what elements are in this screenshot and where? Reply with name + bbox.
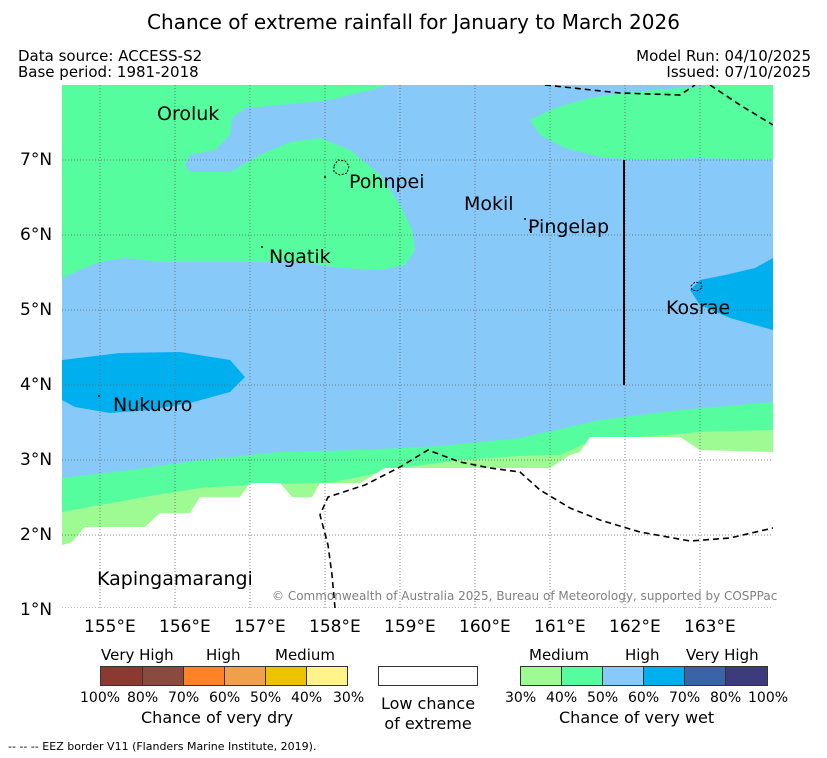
lon-tick-160e: 160°E xyxy=(459,617,511,637)
place-label-pohnpei: Pohnpei xyxy=(349,171,425,193)
copyright-notice: © Commonwealth of Australia 2025, Bureau… xyxy=(272,589,778,603)
lon-tick-157e: 157°E xyxy=(234,617,286,637)
place-label-kosrae: Kosrae xyxy=(666,297,731,319)
region-medium-wet-north xyxy=(62,85,415,278)
place-label-mokil: Mokil xyxy=(464,193,514,215)
dry-tick-60: 60% xyxy=(209,690,241,706)
wet-swatch-medium-1 xyxy=(520,666,562,686)
lat-tick-5n: 5°N xyxy=(20,300,53,320)
eez-footnote: -- -- -- EEZ border V11 (Flanders Marine… xyxy=(8,740,317,753)
map-title: Chance of extreme rainfall for January t… xyxy=(147,10,680,34)
lon-tick-163e: 163°E xyxy=(684,617,736,637)
model-run: Model Run: 04/10/2025 xyxy=(636,47,811,65)
lon-tick-162e: 162°E xyxy=(609,617,661,637)
place-label-pingelap: Pingelap xyxy=(528,216,610,238)
dry-swatch-medium-2 xyxy=(306,666,348,686)
region-medium-wet-northeast xyxy=(530,85,773,160)
dry-tick-100: 100% xyxy=(80,690,121,706)
issued-date: Issued: 07/10/2025 xyxy=(666,63,811,81)
lat-tick-6n: 6°N xyxy=(20,225,53,245)
pingelap-island xyxy=(529,229,531,231)
dry-legend-caption: Chance of very dry xyxy=(141,708,294,727)
wet-tick-40: 40% xyxy=(546,690,578,706)
region-low-chance xyxy=(62,437,773,608)
lat-tick-2n: 2°N xyxy=(20,525,53,545)
lat-tick-7n: 7°N xyxy=(20,150,53,170)
lon-tick-155e: 155°E xyxy=(84,617,136,637)
dry-tick-70: 70% xyxy=(168,690,200,706)
dry-tick-80: 80% xyxy=(127,690,159,706)
wet-tick-60: 60% xyxy=(628,690,660,706)
wet-group-very-high: Very High xyxy=(686,646,759,664)
dry-swatch-very-high-1 xyxy=(100,666,143,686)
eez-border xyxy=(319,85,773,608)
dry-group-high: High xyxy=(206,646,241,664)
wet-group-medium: Medium xyxy=(529,646,589,664)
dry-tick-50: 50% xyxy=(250,690,282,706)
lon-tick-159e: 159°E xyxy=(384,617,436,637)
ngatik-island xyxy=(261,246,263,248)
region-high-wet-kosrae xyxy=(690,258,773,330)
dry-swatch-high-2 xyxy=(224,666,266,686)
low-chance-line2: of extreme xyxy=(384,714,472,733)
lat-tick-4n: 4°N xyxy=(20,375,53,395)
place-label-kapingamarangi: Kapingamarangi xyxy=(97,568,253,590)
dry-swatch-high-1 xyxy=(183,666,225,686)
dry-swatch-very-high-2 xyxy=(142,666,184,686)
wet-swatch-very-high-2 xyxy=(725,666,768,686)
pohnpei-islet xyxy=(324,176,326,178)
lon-tick-156e: 156°E xyxy=(159,617,211,637)
wet-swatch-high-2 xyxy=(643,666,685,686)
wet-group-high: High xyxy=(625,646,660,664)
wet-tick-50: 50% xyxy=(587,690,619,706)
dry-tick-40: 40% xyxy=(291,690,323,706)
nukuoro-island xyxy=(98,395,100,397)
dry-swatch-medium-1 xyxy=(265,666,307,686)
low-chance-swatch xyxy=(378,666,478,686)
place-label-oroluk: Oroluk xyxy=(157,103,220,125)
pohnpei-island-outline xyxy=(333,159,350,176)
low-chance-line1: Low chance xyxy=(380,694,476,713)
dry-tick-30: 30% xyxy=(333,690,365,706)
dry-group-medium: Medium xyxy=(275,646,335,664)
wet-tick-70: 70% xyxy=(669,690,701,706)
wet-legend-caption: Chance of very wet xyxy=(559,708,715,727)
wet-swatch-high-1 xyxy=(602,666,644,686)
wet-tick-80: 80% xyxy=(710,690,742,706)
place-label-ngatik: Ngatik xyxy=(269,246,331,268)
lon-tick-161e: 161°E xyxy=(534,617,586,637)
place-label-nukuoro: Nukuoro xyxy=(113,394,193,416)
wet-tick-100: 100% xyxy=(748,690,789,706)
lon-tick-158e: 158°E xyxy=(309,617,361,637)
base-period: Base period: 1981-2018 xyxy=(18,63,199,81)
lat-tick-1n: 1°N xyxy=(20,600,53,620)
mokil-island xyxy=(524,218,526,220)
wet-swatch-medium-2 xyxy=(561,666,603,686)
lat-tick-3n: 3°N xyxy=(20,450,53,470)
dry-group-very-high: Very High xyxy=(101,646,174,664)
region-high-wet-nukuoro xyxy=(62,352,245,413)
wet-tick-30: 30% xyxy=(505,690,537,706)
wet-swatch-very-high-1 xyxy=(684,666,726,686)
data-source: Data source: ACCESS-S2 xyxy=(18,47,203,65)
